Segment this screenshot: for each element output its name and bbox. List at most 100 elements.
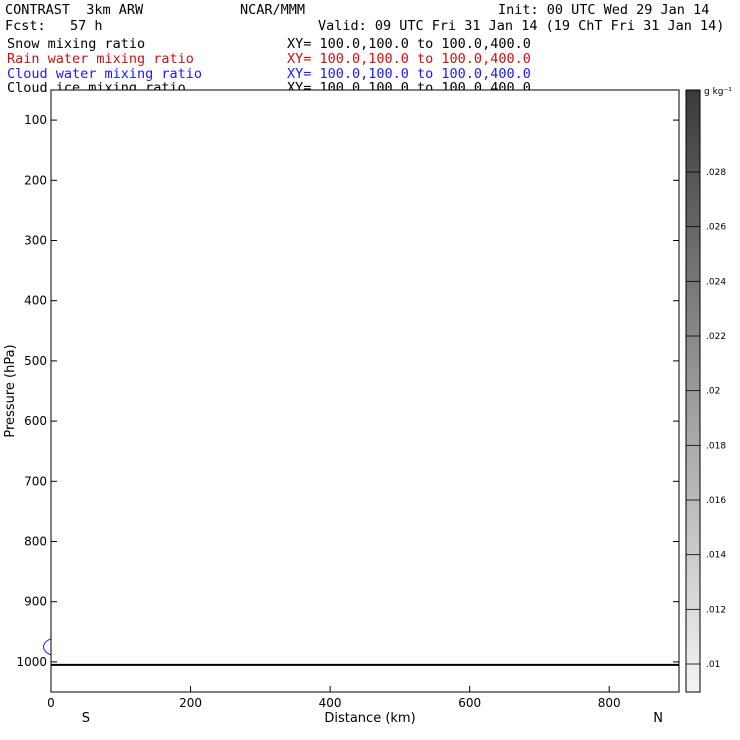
isotherm-label: -60 xyxy=(224,154,241,166)
colorbar-tick-label: .022 xyxy=(706,332,726,342)
isotherm-label-bg xyxy=(500,108,523,122)
isotherm-label-bg xyxy=(56,383,67,397)
isotherm-label: -50 xyxy=(98,173,115,185)
isotherm-label: -20 xyxy=(189,251,206,263)
cloud-water-contour xyxy=(54,628,118,654)
isotherm-label: 0 xyxy=(522,385,529,397)
isotherm-label-bg xyxy=(147,462,164,476)
isotherm-line xyxy=(50,140,680,147)
colorbar-unit: g kg⁻¹ xyxy=(704,87,732,97)
isotherm-line xyxy=(50,497,680,505)
x-tick-label: 0 xyxy=(47,696,55,710)
colorbar-tick-label: .018 xyxy=(706,441,726,451)
max-value-label: .000215 xyxy=(187,187,233,200)
isotherm-label-bg xyxy=(207,220,230,234)
isotherm-label-bg xyxy=(627,108,669,122)
isotherm-label-bg xyxy=(221,153,244,167)
isotherm-label-bg xyxy=(237,383,248,397)
colorbar-tick-label: .01 xyxy=(706,660,720,670)
isotherm-label-bg xyxy=(517,306,541,320)
isotherm-label: -40 xyxy=(363,195,380,207)
y-tick-label: 100 xyxy=(24,113,47,127)
isotherm-label: -80 xyxy=(503,109,520,121)
isotherm-label: -80 xyxy=(363,109,380,121)
isotherm-label-bg xyxy=(360,172,384,186)
isotherm-label: -85.81 xyxy=(425,109,459,121)
max-value-label: 6565 xyxy=(52,181,80,194)
isotherm-label: 20 xyxy=(212,577,225,589)
x-tick-label: 400 xyxy=(319,696,342,710)
low-marker: L xyxy=(421,106,428,119)
max-value-label: .001482 xyxy=(89,224,135,237)
colorbar-tick-label: .016 xyxy=(706,496,726,506)
isotherm-label-bg xyxy=(517,220,541,234)
cloud-water-contour xyxy=(118,631,130,651)
isotherm-label-bg xyxy=(360,108,384,122)
isotherm-label-bg xyxy=(421,108,463,122)
isotherm-label-bg xyxy=(557,108,599,122)
isotherm-line xyxy=(50,116,680,124)
isotherm-label: 10 xyxy=(212,463,225,475)
isotherm-line xyxy=(50,223,680,230)
isotherm-label: -10 xyxy=(175,308,192,320)
isotherm-label: -50 xyxy=(252,173,269,185)
isotherm-line xyxy=(50,297,680,304)
legend-cloud-water-label: Cloud water mixing ratio xyxy=(7,66,203,82)
isotherm-label-bg xyxy=(207,306,230,320)
isotherm-label: -86.33 xyxy=(561,109,595,121)
cloud-water-contour xyxy=(166,631,180,651)
colorbar-tick-label: .024 xyxy=(706,277,726,287)
colorbar-tick-label: .026 xyxy=(706,223,726,233)
low-marker: L xyxy=(560,106,567,119)
isotherm-label-bg xyxy=(197,108,240,122)
cloud-water-contour xyxy=(181,631,200,651)
y-tick-label: 800 xyxy=(24,535,47,549)
isotherm-label-bg xyxy=(489,462,506,476)
isotherm-label-bg xyxy=(95,172,119,186)
isotherm-label-bg xyxy=(528,108,551,122)
isotherm-label-bg xyxy=(186,250,209,264)
isotherm-label-bg xyxy=(524,250,548,264)
colorbar-tick-label: .028 xyxy=(706,168,726,178)
isotherm-label: -10 xyxy=(520,308,537,320)
valid-time: Valid: 09 UTC Fri 31 Jan 14 (19 ChT Fri … xyxy=(318,18,725,34)
organization: NCAR/MMM xyxy=(240,2,306,18)
isotherm-line xyxy=(50,237,680,244)
isotherm-label: -20 xyxy=(367,251,384,263)
y-tick-label: 900 xyxy=(24,595,47,609)
x-axis-label: Distance (km) xyxy=(324,711,415,726)
isotherm-label-bg xyxy=(364,250,387,264)
isotherm-label-bg xyxy=(366,383,378,397)
cloud-water-contour xyxy=(192,631,217,651)
legend-cloud-water-xy: XY= 100.0,100.0 to 100.0,400.0 xyxy=(287,66,531,82)
x-tick-label: 200 xyxy=(179,696,202,710)
isotherm-line xyxy=(50,433,680,443)
isotherm-line xyxy=(50,132,680,138)
isotherm-label: -30 xyxy=(520,222,537,234)
isotherm-label: -85.86 xyxy=(282,109,316,121)
isotherm-label-bg xyxy=(489,250,513,264)
max-value-label: .000032 xyxy=(187,127,233,140)
isotherm-line xyxy=(50,196,680,203)
isotherm-label: -30 xyxy=(210,222,227,234)
isotherm-label: -80 xyxy=(531,109,548,121)
cloud-water-contour xyxy=(43,637,72,657)
high-marker: H xyxy=(93,208,101,221)
isotherm-label-bg xyxy=(60,153,84,167)
cloud-water-high-marker: H xyxy=(138,631,146,644)
max-value-label: 66.76 xyxy=(52,97,83,110)
isotherm-label-bg xyxy=(210,462,227,476)
colorbar-tick-label: .02 xyxy=(706,387,720,397)
isotherm-line xyxy=(50,110,680,118)
isotherm-label: -40 xyxy=(517,195,534,207)
isotherm-label: 0 xyxy=(215,385,222,397)
isotherm-line xyxy=(50,175,680,182)
max-value-label: 21 xyxy=(52,641,66,654)
ice-shading xyxy=(94,222,107,282)
isotherm-label-bg xyxy=(249,172,272,186)
isotherm-label-bg xyxy=(583,576,600,590)
max-value-label: .0058472 xyxy=(138,641,191,654)
colorbar-tick-label: .012 xyxy=(706,605,726,615)
north-label: N xyxy=(653,711,663,726)
isotherm-line xyxy=(50,461,680,469)
